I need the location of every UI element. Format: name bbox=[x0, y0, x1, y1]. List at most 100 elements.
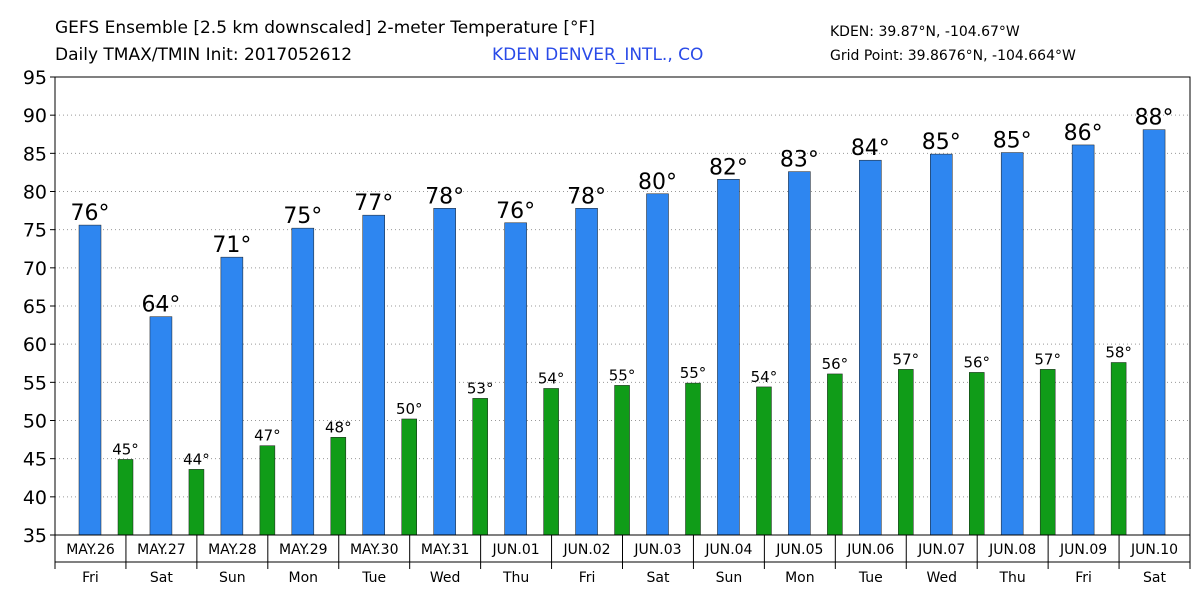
chart-subtitle: Daily TMAX/TMIN Init: 2017052612 bbox=[55, 45, 352, 65]
value-label: 84° bbox=[851, 136, 890, 161]
y-tick-label: 75 bbox=[23, 220, 47, 242]
value-label: 86° bbox=[1064, 121, 1103, 146]
y-tick-label: 40 bbox=[23, 487, 47, 509]
value-label: 54° bbox=[538, 369, 565, 387]
x-tick-label: JUN.10 bbox=[1130, 542, 1178, 558]
y-tick-label: 85 bbox=[23, 143, 47, 165]
bar bbox=[401, 418, 417, 536]
weekday-label: Mon bbox=[785, 570, 815, 586]
bar bbox=[543, 388, 559, 536]
weekday-label: Fri bbox=[82, 570, 99, 586]
bar bbox=[188, 469, 205, 536]
weekday-label: Sat bbox=[150, 570, 173, 586]
bar bbox=[1071, 144, 1095, 536]
bar bbox=[291, 227, 315, 536]
value-label: 53° bbox=[467, 379, 494, 397]
bar bbox=[827, 373, 843, 536]
y-tick-label: 60 bbox=[23, 334, 47, 356]
x-tick-label: JUN.09 bbox=[1059, 542, 1107, 558]
bar bbox=[646, 193, 669, 536]
weekday-label: Wed bbox=[430, 570, 461, 586]
weekday-label: Tue bbox=[858, 570, 883, 586]
bar bbox=[78, 224, 102, 536]
bar bbox=[1110, 362, 1127, 536]
value-label: 85° bbox=[922, 130, 961, 155]
bar bbox=[472, 398, 488, 536]
value-label: 54° bbox=[751, 368, 778, 386]
x-tick-label: JUN.05 bbox=[775, 542, 823, 558]
bar bbox=[685, 382, 701, 536]
bar bbox=[756, 386, 772, 536]
value-label: 57° bbox=[1034, 350, 1061, 368]
bar bbox=[614, 385, 630, 536]
weekday-label: Fri bbox=[1075, 570, 1092, 586]
x-tick-label: MAY.30 bbox=[350, 542, 399, 558]
chart-title: GEFS Ensemble [2.5 km downscaled] 2-mete… bbox=[55, 18, 595, 38]
station-name: KDEN DENVER_INTL., CO bbox=[492, 45, 703, 65]
weekday-label: Tue bbox=[361, 570, 386, 586]
x-tick-label: MAY.27 bbox=[137, 542, 186, 558]
bar bbox=[220, 256, 244, 536]
value-label: 47° bbox=[254, 427, 281, 445]
bar bbox=[1039, 369, 1056, 536]
y-tick-label: 50 bbox=[23, 411, 47, 433]
x-tick-label: MAY.31 bbox=[421, 542, 470, 558]
bar bbox=[504, 222, 527, 536]
x-tick-label: JUN.08 bbox=[988, 542, 1036, 558]
y-tick-label: 65 bbox=[23, 296, 47, 318]
value-label: 76° bbox=[71, 201, 110, 226]
bar bbox=[898, 369, 914, 536]
value-label: 64° bbox=[141, 293, 180, 318]
value-label: 82° bbox=[709, 155, 748, 180]
bar bbox=[859, 159, 882, 536]
value-label: 76° bbox=[496, 199, 535, 224]
bar bbox=[1000, 152, 1024, 536]
weekday-label: Sat bbox=[1143, 570, 1166, 586]
weekday-label: Fri bbox=[579, 570, 596, 586]
bar bbox=[259, 445, 276, 536]
x-tick-label: JUN.01 bbox=[492, 542, 540, 558]
value-label: 83° bbox=[780, 148, 819, 173]
y-tick-label: 90 bbox=[23, 105, 47, 127]
value-label: 57° bbox=[893, 350, 920, 368]
weekday-label: Mon bbox=[289, 570, 319, 586]
value-label: 50° bbox=[396, 400, 423, 418]
bar bbox=[433, 208, 456, 536]
value-label: 75° bbox=[283, 204, 322, 229]
y-tick-label: 95 bbox=[23, 67, 47, 89]
weekday-label: Sat bbox=[646, 570, 669, 586]
y-tick-label: 35 bbox=[23, 525, 47, 547]
value-label: 88° bbox=[1135, 106, 1174, 131]
bar bbox=[717, 179, 740, 536]
value-label: 78° bbox=[425, 184, 464, 209]
value-label: 58° bbox=[1105, 343, 1132, 361]
y-tick-label: 45 bbox=[23, 449, 47, 471]
value-label: 78° bbox=[567, 184, 606, 209]
value-label: 77° bbox=[354, 191, 393, 216]
bar bbox=[969, 372, 985, 536]
y-tick-label: 55 bbox=[23, 372, 47, 394]
weekday-label: Wed bbox=[926, 570, 957, 586]
bar bbox=[149, 316, 173, 536]
weekday-label: Thu bbox=[999, 570, 1026, 586]
value-label: 44° bbox=[183, 450, 210, 468]
x-tick-label: MAY.26 bbox=[66, 542, 115, 558]
grid-point: Grid Point: 39.8676°N, -104.664°W bbox=[830, 48, 1076, 64]
value-label: 85° bbox=[993, 129, 1032, 154]
value-label: 55° bbox=[680, 364, 707, 382]
y-tick-label: 70 bbox=[23, 258, 47, 280]
bar bbox=[788, 171, 811, 536]
weekday-label: Sun bbox=[716, 570, 743, 586]
x-tick-label: JUN.06 bbox=[846, 542, 894, 558]
value-label: 80° bbox=[638, 170, 677, 195]
value-label: 71° bbox=[212, 233, 251, 258]
weekday-label: Sun bbox=[219, 570, 246, 586]
x-tick-label: JUN.04 bbox=[704, 542, 752, 558]
value-label: 45° bbox=[112, 440, 139, 458]
x-tick-label: JUN.03 bbox=[633, 542, 681, 558]
bar bbox=[362, 214, 385, 536]
bar bbox=[1142, 129, 1166, 536]
bar bbox=[575, 208, 598, 536]
x-tick-label: JUN.02 bbox=[562, 542, 610, 558]
